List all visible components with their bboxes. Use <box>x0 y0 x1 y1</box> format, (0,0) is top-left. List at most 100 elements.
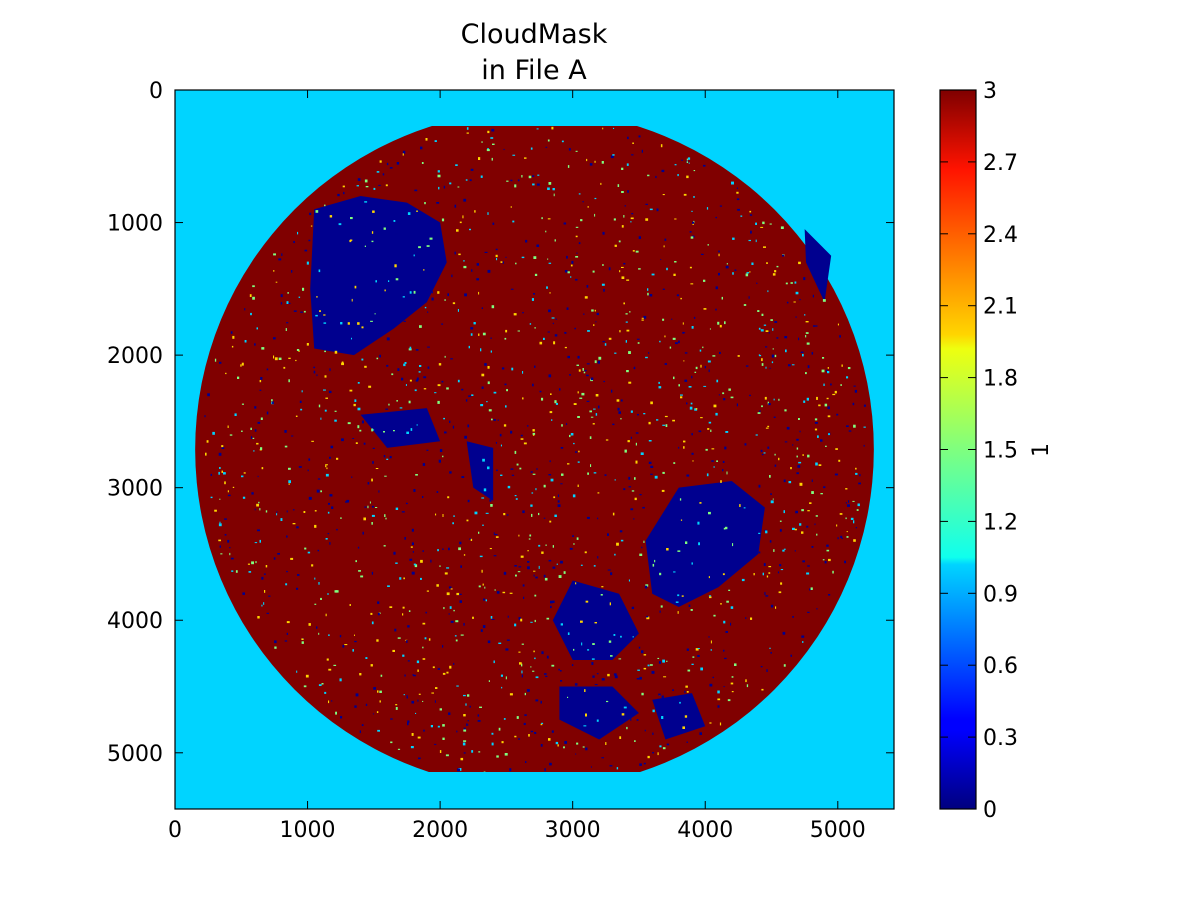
speckle <box>370 612 373 615</box>
speckle <box>258 501 260 504</box>
speckle <box>549 762 552 766</box>
speckle <box>363 517 366 521</box>
speckle <box>482 458 485 462</box>
speckle <box>717 321 720 325</box>
speckle <box>318 684 322 686</box>
speckle <box>564 270 568 273</box>
speckle <box>859 474 861 477</box>
speckle <box>313 370 316 374</box>
speckle <box>709 328 711 330</box>
speckle <box>371 240 374 243</box>
speckle <box>768 403 771 406</box>
speckle <box>449 665 452 669</box>
speckle <box>349 389 353 392</box>
speckle <box>426 245 430 247</box>
speckle <box>265 510 268 513</box>
speckle <box>355 442 358 444</box>
speckle <box>327 533 330 535</box>
speckle <box>503 424 507 427</box>
speckle <box>647 288 649 291</box>
speckle <box>826 544 829 547</box>
speckle <box>719 722 722 726</box>
speckle <box>695 366 698 370</box>
speckle <box>623 215 625 218</box>
speckle <box>355 560 357 563</box>
speckle <box>472 616 474 619</box>
speckle <box>259 539 261 543</box>
speckle <box>219 467 221 469</box>
speckle <box>595 413 598 416</box>
speckle <box>721 296 723 300</box>
speckle <box>324 375 327 378</box>
speckle <box>673 273 676 276</box>
speckle <box>517 330 520 332</box>
speckle <box>210 496 213 499</box>
speckle <box>691 663 694 665</box>
speckle <box>406 640 408 643</box>
speckle <box>327 343 329 347</box>
speckle <box>638 236 641 239</box>
speckle <box>378 284 381 287</box>
speckle <box>807 565 810 567</box>
speckle <box>286 535 288 538</box>
speckle <box>593 472 597 474</box>
speckle <box>669 346 672 349</box>
speckle <box>296 349 300 351</box>
speckle <box>487 212 489 215</box>
speckle <box>244 308 246 311</box>
speckle <box>730 682 734 685</box>
speckle <box>337 193 340 197</box>
speckle <box>802 560 805 563</box>
speckle <box>580 564 583 566</box>
speckle <box>575 256 579 258</box>
speckle <box>431 291 433 294</box>
speckle <box>691 562 693 565</box>
speckle <box>822 299 826 302</box>
speckle <box>304 547 307 550</box>
speckle <box>549 411 553 414</box>
speckle <box>477 714 480 717</box>
speckle <box>731 181 734 185</box>
speckle <box>594 360 597 364</box>
speckle <box>307 469 309 472</box>
speckle <box>532 432 536 435</box>
speckle <box>647 664 650 667</box>
speckle <box>581 642 583 646</box>
speckle <box>484 363 487 366</box>
speckle <box>637 414 639 416</box>
speckle <box>813 325 815 327</box>
speckle <box>693 170 696 172</box>
speckle <box>298 350 300 352</box>
speckle <box>845 488 848 490</box>
speckle <box>510 430 513 434</box>
speckle <box>724 446 727 450</box>
speckle <box>227 425 229 428</box>
speckle <box>717 690 720 694</box>
speckle <box>460 757 464 761</box>
speckle <box>543 574 546 578</box>
speckle <box>758 551 761 554</box>
speckle <box>822 357 825 359</box>
speckle <box>483 771 486 772</box>
speckle <box>632 636 634 638</box>
speckle <box>776 337 779 339</box>
speckle <box>389 167 393 169</box>
speckle <box>647 174 650 177</box>
speckle <box>534 594 537 597</box>
speckle <box>413 563 416 566</box>
speckle <box>329 494 333 497</box>
speckle <box>589 436 592 439</box>
speckle <box>326 467 328 470</box>
speckle <box>550 478 554 482</box>
speckle <box>629 311 631 313</box>
speckle <box>722 469 724 472</box>
speckle <box>523 596 525 599</box>
speckle <box>372 713 374 715</box>
speckle <box>560 680 563 682</box>
speckle <box>360 253 363 256</box>
speckle <box>563 746 565 749</box>
speckle <box>689 528 692 530</box>
speckle <box>465 399 468 402</box>
clear-region <box>466 441 494 501</box>
speckle <box>478 531 480 534</box>
